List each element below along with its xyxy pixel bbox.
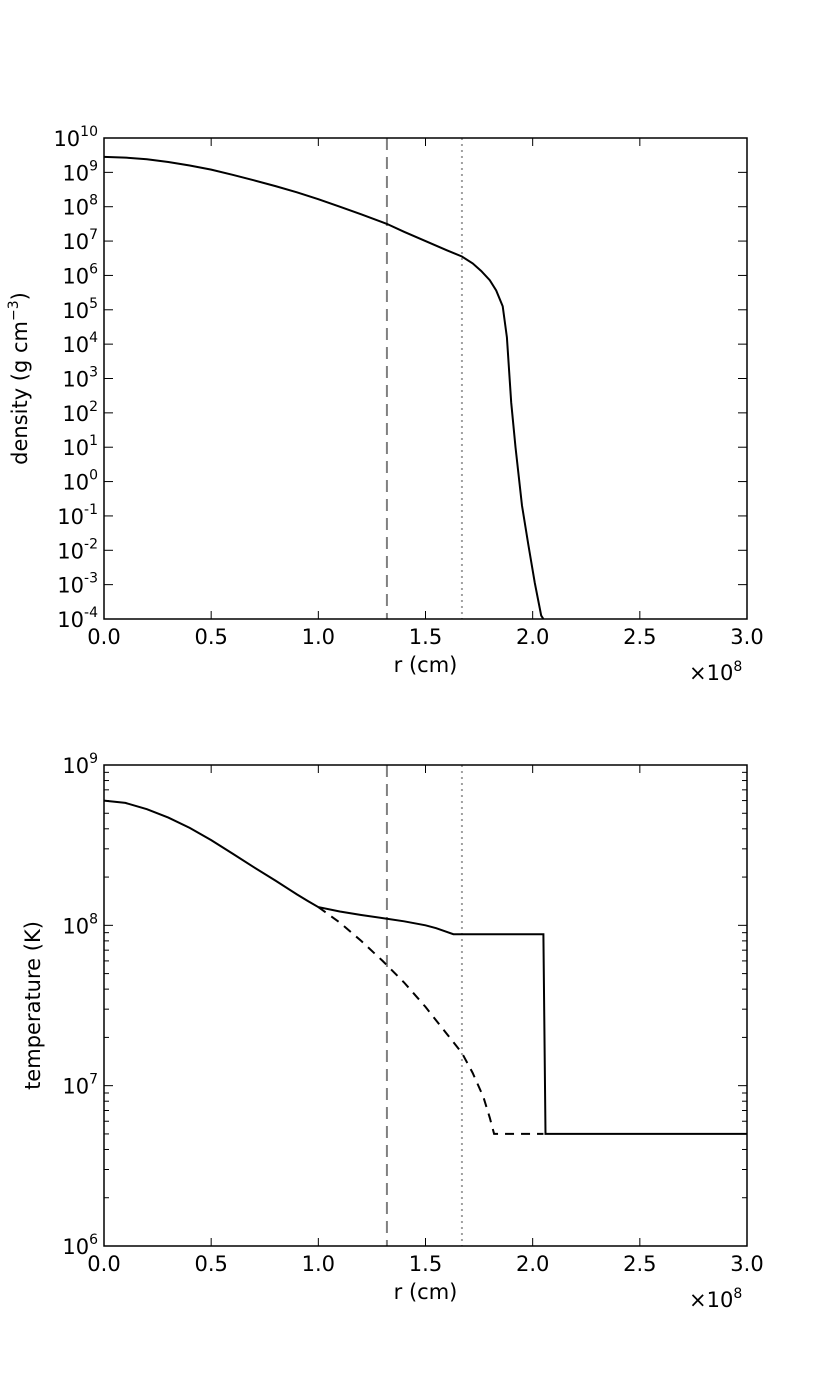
density-curves [103,155,545,620]
temperature-x-tick-label: 1.5 [409,1252,442,1276]
density-y-tick-label: 10-2 [57,536,98,563]
temperature-y-tick-label: 107 [62,1072,98,1099]
temperature-x-tick-label: 0.5 [194,1252,227,1276]
density-y-tick-exp: 0 [89,468,98,484]
density-y-tick-base: 10 [57,608,84,632]
density-x-tick-label: 1.5 [409,625,442,649]
density-x-tick-label: 2.5 [623,625,656,649]
density-y-tick-label: 102 [62,399,98,426]
temperature-y-tick-base: 10 [62,914,89,938]
density-y-tick-label: 106 [62,261,98,288]
density-y-axis: 10-410-310-210-1100101102103104105106107… [53,124,747,632]
density-y-tick-exp: -2 [84,536,98,552]
density-y-tick-exp: 9 [89,158,98,174]
density-y-tick-base: 10 [62,436,89,460]
temperature-y-tick-exp: 6 [89,1232,98,1248]
density-x-tick-label: 0.5 [194,625,227,649]
density-y-tick-exp: 5 [89,296,98,312]
density-x-tick-label: 1.0 [302,625,335,649]
density-y-tick-base: 10 [62,402,89,426]
temperature-y-tick-exp: 7 [89,1072,98,1088]
density-y-tick-label: 1010 [53,124,98,151]
density-y-tick-base: 10 [62,264,89,288]
temperature-curves [103,799,747,1135]
temperature-y-tick-label: 109 [62,751,98,778]
temperature-y-tick-base: 10 [62,1075,89,1099]
density-x-axis-label: r (cm) [394,653,458,677]
density-y-tick-label: 10-3 [57,571,98,598]
density-y-tick-exp: 6 [89,261,98,277]
temperature-y-tick-base: 10 [62,754,89,778]
density-y-tick-exp: 4 [89,330,98,346]
density-y-tick-label: 103 [62,365,98,392]
density-y-tick-base: 10 [62,196,89,220]
density-series-solid [103,155,545,620]
density-y-tick-label: 109 [62,158,98,185]
density-y-label-end: ) [8,292,32,300]
density-x-multiplier-base: ×10 [689,661,733,685]
density-y-tick-base: 10 [62,299,89,323]
density-reference-lines [385,138,463,619]
temperature-y-tick-base: 10 [62,1235,89,1259]
density-y-tick-base: 10 [62,161,89,185]
density-y-tick-base: 10 [62,368,89,392]
temperature-x-multiplier-base: ×10 [689,1288,733,1312]
temperature-x-multiplier-exp: 8 [733,1286,742,1302]
temperature-x-tick-label: 1.0 [302,1252,335,1276]
density-y-tick-exp: 3 [89,365,98,381]
temperature-series-solid [103,799,747,1135]
density-y-tick-base: 10 [62,333,89,357]
density-y-tick-label: 105 [62,296,98,323]
density-y-tick-base: 10 [62,471,89,495]
density-y-tick-label: 100 [62,468,98,495]
density-y-label-sup: −3 [6,300,22,321]
temperature-x-tick-label: 3.0 [730,1252,763,1276]
density-y-tick-exp: -4 [84,605,98,621]
density-y-tick-base: 10 [57,539,84,563]
temperature-x-multiplier: ×108 [689,1286,742,1312]
density-y-tick-base: 10 [62,230,89,254]
temperature-y-tick-label: 106 [62,1232,98,1259]
density-y-tick-label: 10-1 [57,502,98,529]
density-y-tick-exp: 1 [89,433,98,449]
density-y-tick-label: 107 [62,227,98,254]
density-y-tick-base: 10 [57,574,84,598]
temperature-x-tick-label: 0.0 [87,1252,120,1276]
temperature-y-tick-exp: 8 [89,911,98,927]
density-y-tick-exp: 2 [89,399,98,415]
density-y-tick-base: 10 [53,127,80,151]
density-y-tick-exp: 8 [89,193,98,209]
temperature-x-axis: 0.0 0.5 1.0 1.5 2.0 2.5 3.0 [87,765,764,1276]
density-x-multiplier-exp: 8 [733,659,742,675]
density-y-tick-exp: -3 [84,571,98,587]
density-y-label-main: density (g cm [8,321,32,465]
density-y-tick-label: 108 [62,193,98,220]
temperature-y-axis-label: temperature (K) [21,921,45,1090]
density-y-tick-label: 10-4 [57,605,98,632]
temperature-x-axis-label: r (cm) [394,1280,458,1304]
density-panel: 0.0 0.5 1.0 1.5 2.0 2.5 3.0 10-410-310-210-110… [6,124,764,685]
temperature-reference-lines [385,765,463,1246]
temperature-y-tick-label: 108 [62,911,98,938]
density-y-axis-label: density (g cm−3) [6,292,32,465]
temperature-y-tick-exp: 9 [89,751,98,767]
density-y-tick-base: 10 [57,505,84,529]
density-x-tick-label: 2.0 [516,625,549,649]
density-y-tick-label: 101 [62,433,98,460]
density-y-tick-exp: -1 [84,502,98,518]
density-x-tick-label: 3.0 [730,625,763,649]
density-y-tick-exp: 7 [89,227,98,243]
temperature-series-dashed [317,906,544,1135]
density-y-tick-exp: 10 [80,124,98,140]
density-plot-frame [103,137,748,620]
density-x-tick-label: 0.0 [87,625,120,649]
temperature-x-tick-label: 2.5 [623,1252,656,1276]
temperature-x-tick-label: 2.0 [516,1252,549,1276]
density-x-axis: 0.0 0.5 1.0 1.5 2.0 2.5 3.0 [87,138,764,649]
density-x-multiplier: ×108 [689,659,742,685]
density-y-tick-label: 104 [62,330,98,357]
